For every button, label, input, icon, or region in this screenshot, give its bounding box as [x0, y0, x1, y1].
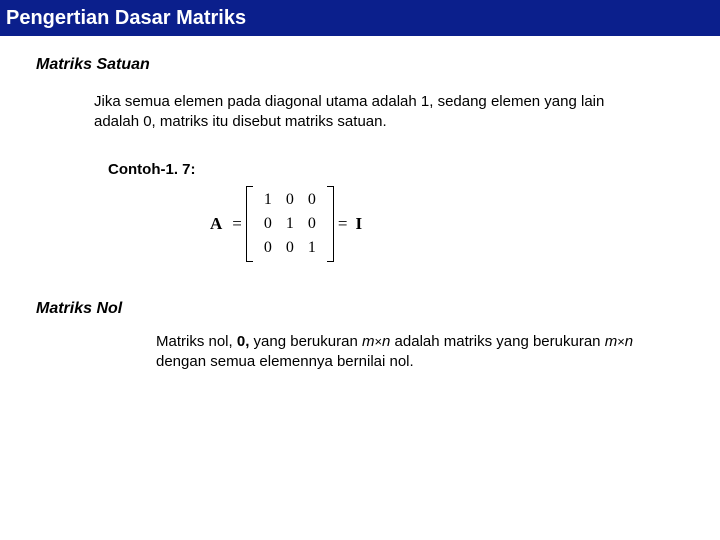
- zero-symbol: 0,: [237, 333, 250, 350]
- text-part: dengan semua elemennya bernilai nol.: [156, 353, 414, 370]
- times-symbol: ×: [617, 334, 625, 349]
- identity-symbol: I: [355, 214, 362, 234]
- definition-satuan: Jika semua elemen pada diagonal utama ad…: [94, 92, 650, 133]
- matrix-cell: 0: [286, 239, 294, 257]
- var-m: m: [362, 333, 375, 350]
- matrix-cell: 0: [308, 215, 316, 233]
- matrix-cell: 1: [308, 239, 316, 257]
- matrix-cell: 0: [264, 239, 272, 257]
- matrix-cell: 0: [286, 191, 294, 209]
- content-area: Matriks Satuan Jika semua elemen pada di…: [0, 36, 720, 372]
- text-part: Matriks nol,: [156, 333, 237, 350]
- var-m: m: [605, 333, 618, 350]
- page-title: Pengertian Dasar Matriks: [6, 7, 246, 29]
- var-n: n: [625, 333, 633, 350]
- section-heading-nol: Matriks Nol: [36, 300, 720, 318]
- matrix-symbol-a: A: [210, 214, 222, 234]
- matrix-cell: 0: [264, 215, 272, 233]
- title-bar: Pengertian Dasar Matriks: [0, 0, 720, 36]
- matrix-cell: 1: [264, 191, 272, 209]
- matrix-cell: 1: [286, 215, 294, 233]
- matrix-grid: 1 0 0 0 1 0 0 0 1: [253, 186, 327, 262]
- equals-sign: =: [232, 214, 242, 234]
- times-symbol: ×: [374, 334, 382, 349]
- text-part: adalah matriks yang berukuran: [390, 333, 604, 350]
- section-heading-satuan: Matriks Satuan: [36, 56, 720, 74]
- text-part: yang berukuran: [249, 333, 362, 350]
- equals-sign: =: [338, 214, 348, 234]
- matrix-brackets: 1 0 0 0 1 0 0 0 1: [246, 186, 334, 262]
- matrix-cell: 0: [308, 191, 316, 209]
- example-label: Contoh-1. 7:: [108, 161, 720, 178]
- matrix-example: A = 1 0 0 0 1 0 0 0 1 = I: [210, 186, 720, 262]
- definition-nol: Matriks nol, 0, yang berukuran m×n adala…: [156, 332, 650, 373]
- bracket-left: [246, 186, 253, 262]
- bracket-right: [327, 186, 334, 262]
